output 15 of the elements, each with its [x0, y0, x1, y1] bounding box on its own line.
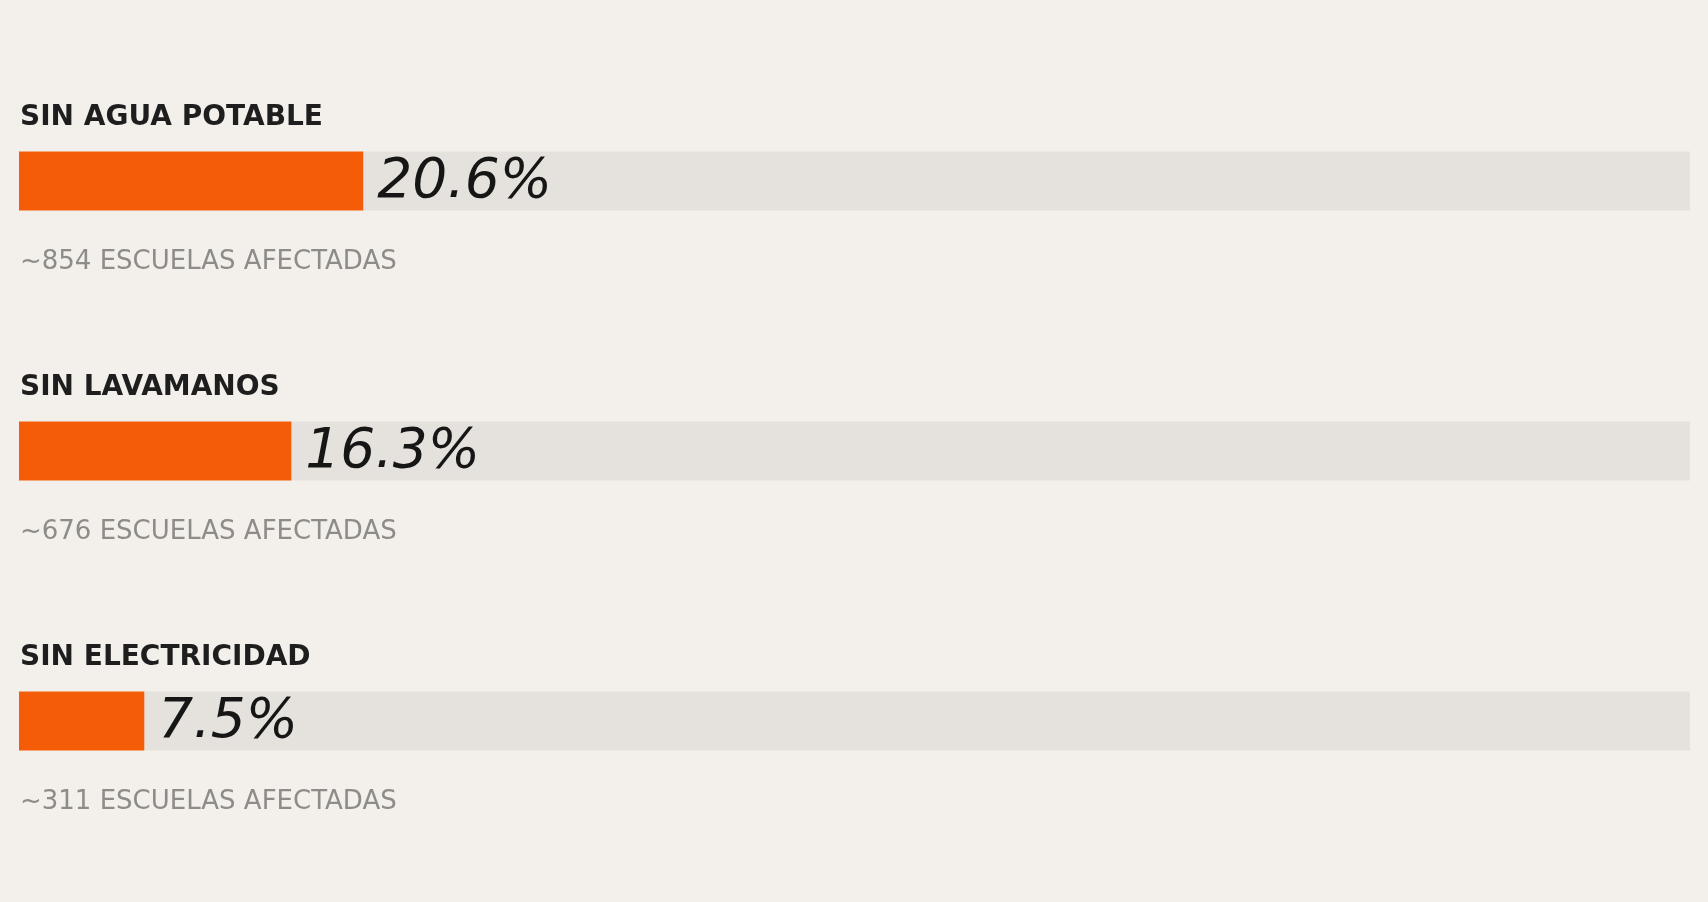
bar — [19, 691, 145, 751]
bar — [19, 151, 364, 211]
bar — [19, 421, 292, 481]
y-tick-label: SIN AGUA POTABLE — [20, 98, 323, 132]
annotation: ~854 ESCUELAS AFECTADAS — [20, 245, 397, 276]
annotation: ~676 ESCUELAS AFECTADAS — [20, 515, 397, 546]
bar — [363, 151, 1690, 211]
data-label: 7.5% — [158, 686, 299, 751]
bar — [144, 691, 1690, 751]
y-tick-label: SIN ELECTRICIDAD — [20, 638, 311, 672]
annotation: ~311 ESCUELAS AFECTADAS — [20, 785, 397, 816]
y-tick-label: SIN LAVAMANOS — [20, 368, 280, 402]
data-label: 16.3% — [305, 416, 481, 481]
bar — [291, 421, 1690, 481]
data-label: 20.6% — [377, 146, 552, 211]
